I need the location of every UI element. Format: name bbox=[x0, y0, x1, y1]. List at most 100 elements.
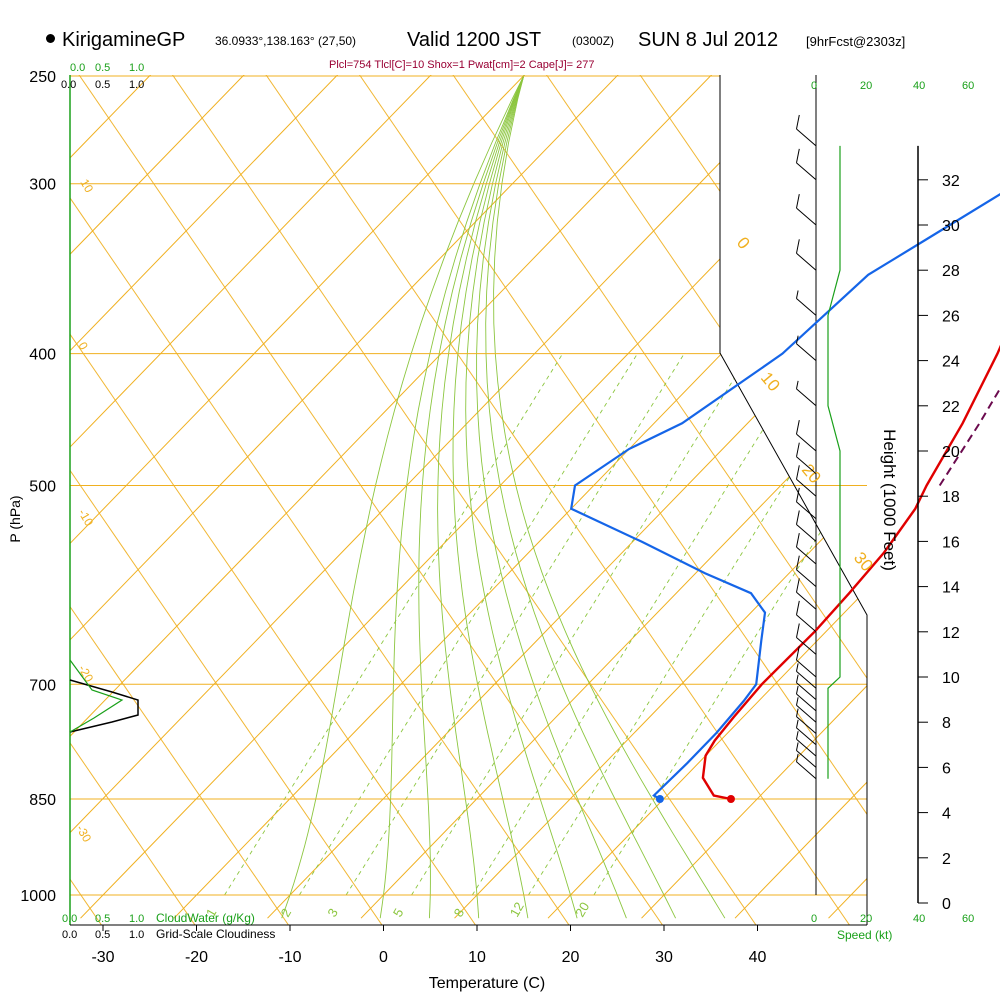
surface-temperature-dot bbox=[726, 794, 735, 803]
wind-barb-feather bbox=[796, 697, 799, 706]
wind-barb-feather bbox=[796, 442, 800, 457]
wind-barb bbox=[796, 682, 817, 700]
dry-adiabat-line bbox=[197, 75, 867, 925]
wind-barb bbox=[796, 637, 817, 655]
moist-adiabat-line bbox=[452, 75, 533, 919]
wind-barb-feather bbox=[796, 487, 800, 502]
mixing-ratio-line bbox=[298, 353, 638, 896]
isotherm-line bbox=[70, 75, 572, 919]
moist-adiabat-line bbox=[485, 75, 677, 919]
wind-barb bbox=[796, 524, 817, 542]
wind-barb-feather bbox=[796, 685, 799, 695]
wind-barb-feather bbox=[796, 623, 800, 638]
isotherm-line bbox=[173, 75, 867, 919]
isotherm-line bbox=[0, 27, 10, 918]
mixing-ratio-line bbox=[471, 353, 811, 896]
dry-adiabat-line bbox=[571, 75, 867, 925]
x-tick-label: 0 bbox=[379, 949, 388, 966]
wind-barb bbox=[796, 298, 817, 316]
cloudiness-label: Grid-Scale Cloudiness bbox=[156, 927, 275, 941]
isotherm-line bbox=[734, 75, 867, 919]
bottom-green-tick-1: 0.5 bbox=[95, 913, 110, 925]
speed-top-tick-0: 0 bbox=[811, 80, 817, 92]
isotherm-line bbox=[360, 75, 867, 919]
speed-bottom-tick-0: 0 bbox=[811, 913, 817, 925]
station-coords: 36.0933°,138.163° (27,50) bbox=[215, 34, 357, 48]
height-tick-label: 26 bbox=[942, 308, 960, 325]
valid-date: SUN 8 Jul 2012 bbox=[638, 29, 779, 51]
bottom-green-tick-2: 1.0 bbox=[129, 913, 144, 925]
wind-barb-feather bbox=[796, 731, 799, 740]
x-axis-title: Temperature (C) bbox=[429, 975, 545, 992]
dewpoint-profile-line bbox=[569, 192, 1000, 800]
wind-barb-feather bbox=[796, 533, 800, 548]
wind-barb bbox=[796, 388, 817, 407]
wind-barb bbox=[796, 591, 817, 610]
isotherm-label: 0 bbox=[75, 340, 91, 353]
wind-barb-feather bbox=[796, 674, 799, 683]
wind-barb-feather bbox=[796, 555, 800, 570]
wind-barb-feather bbox=[796, 646, 800, 661]
moist-adiabat-line bbox=[465, 75, 578, 919]
speed-bottom-tick-3: 60 bbox=[962, 913, 974, 925]
y-axis-title: P (hPa) bbox=[7, 495, 23, 542]
height-tick-label: 20 bbox=[942, 444, 960, 461]
isotherm-line bbox=[70, 75, 759, 919]
speed-bottom-tick-2: 40 bbox=[913, 913, 925, 925]
height-tick-label: 6 bbox=[942, 760, 951, 777]
pressure-tick-label: 850 bbox=[29, 792, 56, 809]
cloud-panel bbox=[69, 659, 139, 733]
pressure-tick-label: 250 bbox=[29, 69, 56, 86]
speed-top-tick-2: 40 bbox=[913, 80, 925, 92]
height-tick-label: 18 bbox=[942, 489, 960, 506]
valid-time: Valid 1200 JST bbox=[407, 29, 542, 51]
wind-barb bbox=[796, 693, 817, 712]
top-green-tick-2: 1.0 bbox=[129, 62, 144, 74]
wind-barb-feather bbox=[796, 148, 800, 163]
mixing-ratio-label: 12 bbox=[507, 899, 527, 919]
isotherm-label: -10 bbox=[75, 507, 96, 529]
top-black-tick-0: 0.0 bbox=[61, 79, 76, 91]
bottom-black-tick-2: 1.0 bbox=[129, 929, 144, 941]
wind-barb bbox=[796, 671, 817, 689]
isotherm-label: 10 bbox=[77, 177, 96, 196]
cloudwater-profile bbox=[69, 659, 124, 733]
isotherm-line bbox=[267, 75, 867, 919]
dry-adiabat-line bbox=[70, 75, 711, 925]
wind-barb-feather bbox=[796, 578, 800, 593]
wind-barb-feather bbox=[796, 335, 799, 344]
height-tick-label: 30 bbox=[942, 218, 960, 235]
top-black-tick-1: 0.5 bbox=[95, 79, 110, 91]
wind-barb-feather bbox=[796, 510, 800, 525]
height-axis-title: Height (1000 Feet) bbox=[880, 429, 899, 571]
wind-barb-feather bbox=[796, 719, 799, 728]
wind-barb-feather bbox=[796, 663, 799, 672]
mixing-ratio-line bbox=[593, 353, 867, 896]
moist-adiabat-line bbox=[437, 75, 534, 919]
height-tick-label: 12 bbox=[942, 625, 960, 642]
isotherm-lines bbox=[0, 27, 867, 919]
x-tick-label: -10 bbox=[278, 949, 301, 966]
x-tick-label: 40 bbox=[749, 949, 767, 966]
speed-top-tick-1: 20 bbox=[860, 80, 872, 92]
isotherm-label: 10 bbox=[757, 368, 784, 395]
wind-barb bbox=[796, 614, 817, 633]
bottom-black-tick-1: 0.5 bbox=[95, 929, 110, 941]
wind-barb-feather bbox=[796, 600, 800, 615]
wind-barb bbox=[796, 478, 817, 497]
mixing-ratio-label: 3 bbox=[324, 906, 341, 920]
parcel-profile-line bbox=[938, 386, 1000, 487]
dry-adiabat-line bbox=[384, 75, 867, 925]
wind-barb bbox=[796, 456, 817, 474]
cloudwater-label: CloudWater (g/Kg) bbox=[156, 911, 255, 925]
height-tick-label: 10 bbox=[942, 670, 960, 687]
isotherm-line bbox=[70, 75, 666, 919]
speed-top-tick-3: 60 bbox=[962, 80, 974, 92]
x-tick-label: -30 bbox=[91, 949, 114, 966]
wind-barb-feather bbox=[796, 194, 800, 209]
wind-barb bbox=[796, 433, 817, 452]
mixing-ratio-lines bbox=[224, 353, 867, 896]
